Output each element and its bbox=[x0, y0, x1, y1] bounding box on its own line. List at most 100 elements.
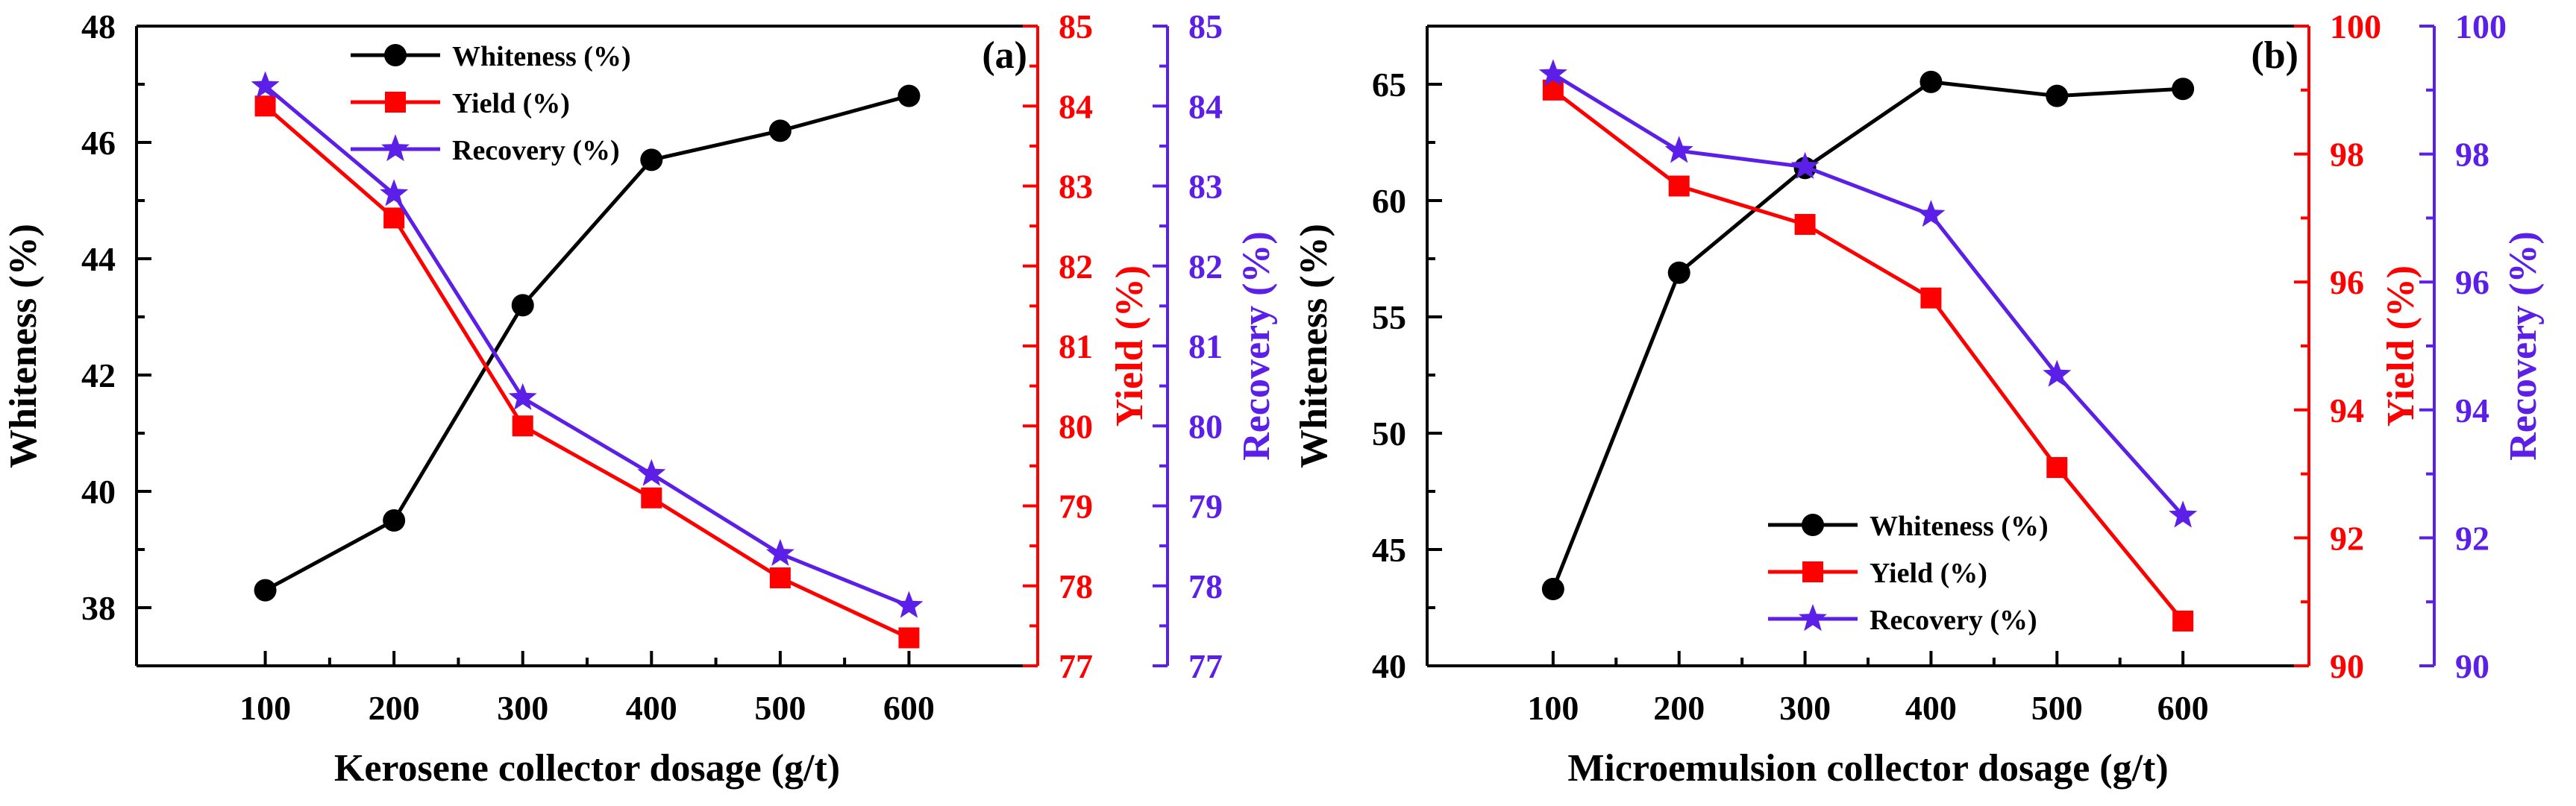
y-tick-label: 79 bbox=[1059, 488, 1093, 526]
y-tick-label: 85 bbox=[1059, 7, 1093, 45]
series-yield-point bbox=[1668, 175, 1690, 197]
series-yield-point bbox=[254, 95, 276, 117]
y-tick-label: 94 bbox=[2455, 391, 2489, 429]
recovery-y-axis-title: Recovery (%) bbox=[2502, 231, 2545, 461]
y-tick-label: 55 bbox=[1372, 298, 1406, 336]
series-recovery-point bbox=[1538, 59, 1567, 86]
series-whiteness-point bbox=[768, 119, 792, 142]
series-recovery-point bbox=[1917, 200, 1946, 227]
series-whiteness-point bbox=[511, 294, 534, 317]
y-tick-label: 38 bbox=[81, 589, 116, 627]
left-y-axis-title: Whiteness (%) bbox=[1293, 224, 1335, 468]
legend-marker bbox=[1802, 514, 1824, 536]
x-tick-label: 500 bbox=[2031, 689, 2083, 727]
recovery-y-axis-title: Recovery (%) bbox=[1235, 231, 1278, 461]
series-recovery-point bbox=[894, 591, 924, 618]
y-tick-label: 98 bbox=[2455, 136, 2489, 174]
series-whiteness-point bbox=[1541, 578, 1564, 601]
series-whiteness bbox=[254, 84, 921, 602]
x-tick-label: 300 bbox=[497, 689, 548, 727]
y-tick-label: 92 bbox=[2455, 519, 2489, 557]
legend-marker bbox=[1802, 561, 1823, 582]
legend-marker bbox=[384, 44, 407, 66]
x-tick-label: 500 bbox=[754, 689, 806, 727]
x-tick-label: 600 bbox=[883, 689, 935, 727]
yield-y-axis-title: Yield (%) bbox=[2380, 265, 2422, 426]
y-tick-label: 90 bbox=[2330, 647, 2364, 685]
series-yield-point bbox=[1920, 287, 1942, 309]
series-recovery-line bbox=[1552, 72, 2184, 517]
y-tick-label: 44 bbox=[81, 240, 116, 278]
series-recovery-point bbox=[251, 71, 280, 98]
y-tick-label: 100 bbox=[2330, 7, 2381, 45]
series-whiteness-point bbox=[1920, 70, 1943, 93]
y-tick-label: 77 bbox=[1059, 647, 1093, 685]
x-tick-label: 200 bbox=[369, 689, 420, 727]
legend: Whiteness (%) Yield (%) Recovery (%) bbox=[1768, 511, 2049, 636]
y-tick-label: 78 bbox=[1188, 567, 1223, 605]
series-yield-line bbox=[1552, 88, 2185, 623]
panel-b: 100 200 300 400 500 600 Microemulsion collecto… bbox=[1293, 7, 2545, 790]
series-whiteness-line bbox=[1551, 80, 2184, 590]
y-tick-label: 45 bbox=[1372, 531, 1406, 569]
series-whiteness-point bbox=[897, 84, 921, 107]
series-yield-point bbox=[641, 487, 662, 509]
series-yield bbox=[254, 95, 920, 649]
series-whiteness-point bbox=[383, 509, 406, 532]
y-tick-label: 90 bbox=[2455, 647, 2489, 685]
series-recovery-point bbox=[765, 538, 795, 566]
legend-entry: Yield (%) bbox=[452, 88, 570, 119]
x-tick-label: 400 bbox=[1905, 689, 1957, 727]
series-recovery bbox=[251, 71, 924, 618]
series-yield bbox=[1542, 79, 2194, 632]
x-tick-label: 100 bbox=[239, 689, 291, 727]
y-tick-label: 82 bbox=[1059, 248, 1093, 286]
legend-entry: Yield (%) bbox=[1870, 558, 1987, 589]
series-recovery-point bbox=[637, 459, 666, 486]
legend-marker bbox=[385, 92, 406, 113]
series-recovery-point bbox=[380, 179, 409, 207]
series-recovery-point bbox=[2043, 359, 2072, 387]
series-yield-point bbox=[2172, 610, 2194, 632]
y-tick-label: 81 bbox=[1059, 327, 1093, 365]
y-tick-label: 46 bbox=[81, 124, 116, 162]
series-yield-point bbox=[512, 415, 533, 437]
panel-a: 100 200 300 400 500 600 Kerosene collector dos… bbox=[2, 7, 1278, 790]
series-whiteness bbox=[1541, 70, 2195, 601]
series-recovery-point bbox=[2169, 500, 2198, 528]
x-ticks: 100 200 300 400 500 600 bbox=[239, 651, 935, 727]
x-ticks: 100 200 300 400 500 600 bbox=[1527, 651, 2209, 727]
y-tick-label: 79 bbox=[1188, 488, 1223, 526]
legend-entry: Recovery (%) bbox=[452, 135, 620, 166]
series-whiteness-point bbox=[640, 148, 663, 171]
y-tick-label: 100 bbox=[2455, 7, 2507, 45]
y-tick-label: 80 bbox=[1059, 407, 1093, 445]
yield-y-axis-title: Yield (%) bbox=[1109, 265, 1151, 426]
x-tick-label: 400 bbox=[626, 689, 677, 727]
yield-y-axis: 77 78 79 80 81 82 83 84 85 Yield (%) bbox=[1023, 7, 1151, 685]
series-recovery-line bbox=[263, 84, 910, 608]
y-tick-label: 40 bbox=[81, 473, 116, 511]
panel-label: (b) bbox=[2251, 34, 2298, 77]
y-tick-label: 92 bbox=[2330, 519, 2364, 557]
series-recovery-point bbox=[1790, 151, 1820, 179]
y-tick-label: 96 bbox=[2455, 263, 2489, 301]
y-tick-label: 50 bbox=[1372, 415, 1406, 453]
y-tick-label: 84 bbox=[1188, 87, 1223, 125]
left-y-axis-title: Whiteness (%) bbox=[2, 224, 45, 468]
series-yield-point bbox=[383, 207, 405, 229]
x-axis-title: Kerosene collector dosage (g/t) bbox=[334, 747, 840, 790]
series-yield-point bbox=[898, 627, 920, 649]
recovery-y-axis: 77 78 79 80 81 82 83 84 85 Recovery (%) bbox=[1153, 7, 1278, 685]
x-tick-label: 300 bbox=[1779, 689, 1831, 727]
y-tick-label: 94 bbox=[2330, 391, 2364, 429]
series-whiteness-point bbox=[254, 579, 277, 602]
panel-label: (a) bbox=[982, 34, 1027, 77]
y-tick-label: 78 bbox=[1059, 567, 1093, 605]
series-whiteness-point bbox=[1667, 261, 1690, 284]
y-tick-label: 40 bbox=[1372, 647, 1406, 685]
x-tick-label: 600 bbox=[2157, 689, 2209, 727]
legend-entry: Recovery (%) bbox=[1870, 605, 2037, 636]
y-tick-label: 98 bbox=[2330, 136, 2364, 174]
y-tick-label: 65 bbox=[1372, 66, 1406, 104]
